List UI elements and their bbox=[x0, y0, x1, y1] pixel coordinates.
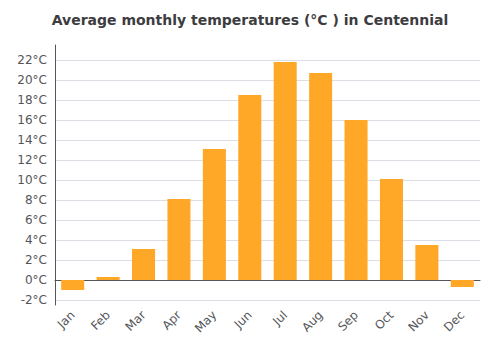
svg-text:Feb: Feb bbox=[88, 308, 113, 333]
svg-text:Apr: Apr bbox=[159, 308, 184, 333]
svg-text:4°C: 4°C bbox=[25, 233, 47, 247]
svg-text:2°C: 2°C bbox=[25, 253, 47, 267]
svg-text:Jan: Jan bbox=[54, 308, 78, 332]
svg-text:12°C: 12°C bbox=[17, 153, 47, 167]
svg-text:May: May bbox=[192, 308, 219, 335]
svg-text:0°C: 0°C bbox=[25, 273, 47, 287]
svg-text:18°C: 18°C bbox=[17, 93, 47, 107]
svg-text:Sep: Sep bbox=[335, 308, 361, 334]
svg-text:Nov: Nov bbox=[405, 308, 431, 334]
svg-text:Oct: Oct bbox=[372, 308, 397, 333]
svg-text:Jun: Jun bbox=[231, 308, 255, 332]
svg-text:14°C: 14°C bbox=[17, 133, 47, 147]
svg-text:10°C: 10°C bbox=[17, 173, 47, 187]
svg-text:Jul: Jul bbox=[269, 308, 290, 329]
svg-text:Aug: Aug bbox=[299, 308, 325, 334]
svg-text:Dec: Dec bbox=[441, 308, 467, 334]
svg-text:16°C: 16°C bbox=[17, 113, 47, 127]
svg-text:22°C: 22°C bbox=[17, 53, 47, 67]
svg-text:8°C: 8°C bbox=[25, 193, 47, 207]
svg-text:20°C: 20°C bbox=[17, 73, 47, 87]
svg-text:6°C: 6°C bbox=[25, 213, 47, 227]
svg-text:Average monthly temperatures (: Average monthly temperatures (°C ) in Ce… bbox=[52, 12, 449, 28]
svg-text:Mar: Mar bbox=[123, 308, 149, 334]
svg-text:-2°C: -2°C bbox=[21, 293, 47, 307]
